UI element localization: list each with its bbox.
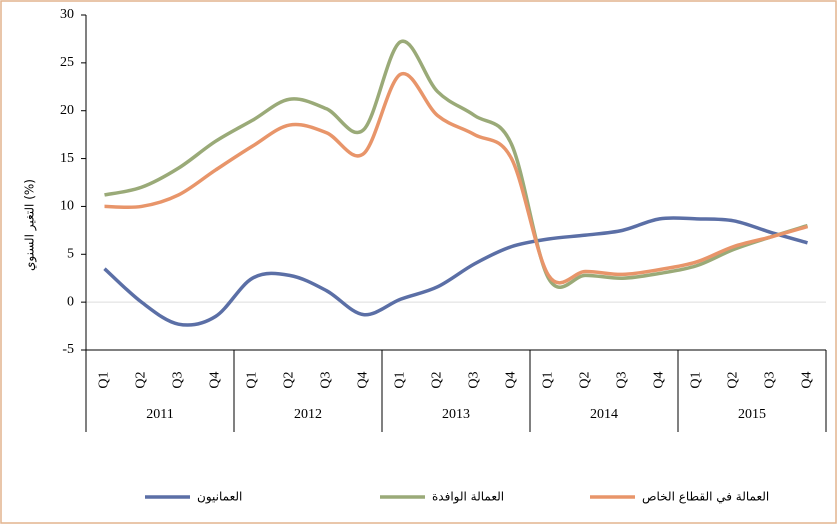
series-line [104, 39, 809, 289]
x-tick-label: Q3 [171, 371, 186, 388]
x-tick-label: Q4 [504, 371, 519, 388]
x-tick-label: Q3 [467, 371, 482, 388]
y-tick-label: 0 [67, 294, 74, 309]
x-tick-label: Q1 [97, 371, 112, 388]
x-tick-label: Q2 [578, 371, 593, 388]
series-line [104, 72, 808, 285]
x-tick-label: Q1 [245, 371, 260, 388]
x-tick-label: Q3 [763, 371, 778, 388]
y-tick-label: 20 [60, 103, 74, 118]
legend-label: العمالة الوافدة [432, 490, 504, 505]
group-label: 2012 [294, 407, 322, 422]
x-tick-label: Q3 [615, 371, 630, 388]
x-tick-label: Q2 [726, 371, 741, 388]
group-label: 2014 [590, 407, 618, 422]
y-tick-label: 15 [60, 151, 74, 166]
x-tick-label: Q1 [541, 371, 556, 388]
y-tick-label: 25 [60, 55, 74, 70]
group-label: 2015 [738, 407, 766, 422]
y-tick-label: 30 [60, 7, 74, 22]
group-label: 2011 [146, 407, 173, 422]
x-tick-label: Q4 [652, 371, 667, 388]
x-tick-label: Q4 [356, 371, 371, 388]
x-tick-label: Q4 [800, 371, 815, 388]
y-axis-label: التغير السنوي (%) [23, 179, 38, 271]
x-tick-label: Q2 [282, 371, 297, 388]
x-tick-label: Q1 [393, 371, 408, 388]
x-tick-label: Q2 [430, 371, 445, 388]
y-tick-label: 10 [60, 199, 74, 214]
x-tick-label: Q3 [319, 371, 334, 388]
group-label: 2013 [442, 407, 470, 422]
x-tick-label: Q2 [134, 371, 149, 388]
legend-label: العمالة في القطاع الخاص [642, 490, 769, 505]
x-tick-label: Q1 [689, 371, 704, 388]
y-tick-label: 5 [67, 247, 74, 262]
x-tick-label: Q4 [208, 371, 223, 388]
y-tick-label: -5 [62, 342, 74, 357]
series-line [103, 216, 808, 327]
legend-label: العمانيون [197, 490, 242, 505]
